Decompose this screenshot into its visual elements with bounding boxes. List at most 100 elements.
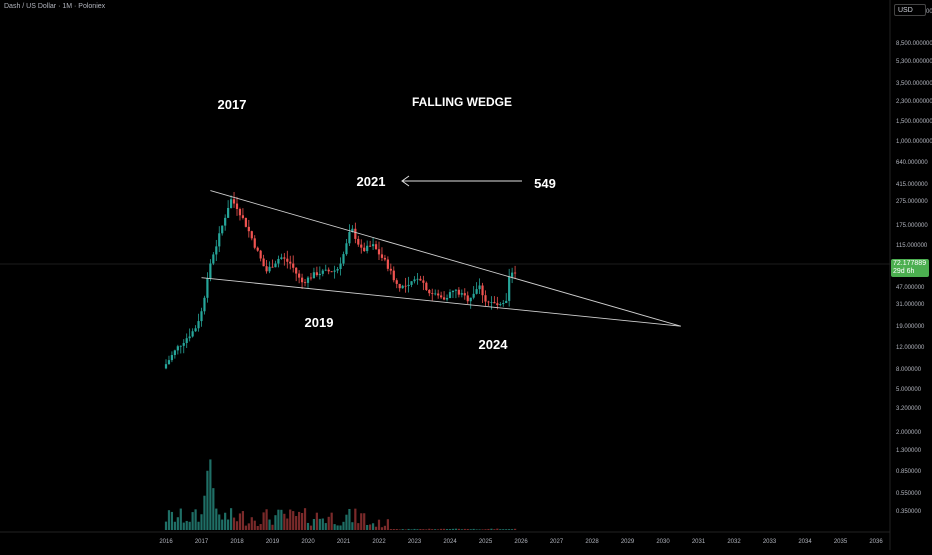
candle-body [306, 277, 310, 283]
volume-bar [339, 525, 342, 530]
volume-bar [401, 529, 404, 530]
volume-bar [224, 512, 227, 530]
candle-body [235, 203, 239, 209]
candle-body [369, 245, 372, 247]
x-tick-label: 2026 [514, 539, 528, 545]
symbol-title: Dash / US Dollar · 1M · Poloniex [4, 3, 106, 10]
volume-bar [478, 529, 481, 530]
volume-bar [298, 511, 301, 530]
volume-bar [437, 529, 440, 530]
volume-bar [203, 495, 206, 530]
candle-body [407, 284, 410, 287]
candle-body [422, 280, 425, 283]
y-tick-label: 2,300.000000 [896, 99, 932, 105]
candle-body [265, 266, 268, 272]
volume-bar [286, 518, 289, 530]
candle-body [280, 257, 283, 259]
volume-bar [227, 519, 230, 530]
candle-body [292, 263, 295, 268]
y-tick-label: 5,300.000000 [896, 59, 932, 65]
candle-body [345, 243, 348, 255]
candle-body [200, 311, 203, 322]
volume-bar [218, 514, 221, 530]
candle-body [179, 345, 182, 347]
candle-body [442, 297, 446, 300]
candle-body [398, 283, 401, 289]
volume-bar [221, 519, 224, 530]
candle-body [185, 338, 188, 344]
volume-bar [463, 528, 466, 530]
candle-body [374, 244, 378, 250]
candle-body [389, 268, 392, 271]
candle-body [380, 254, 384, 258]
volume-bar [354, 508, 357, 530]
volume-bar [407, 528, 410, 530]
volume-bar [386, 519, 389, 530]
volume-bar [277, 509, 280, 530]
volume-bar [395, 529, 398, 530]
candle-body [289, 261, 292, 264]
y-tick-label: 115.000000 [896, 243, 928, 249]
volume-bar [188, 521, 191, 530]
target-arrow-head [401, 175, 410, 187]
volume-bar [300, 513, 304, 530]
candlesticks [164, 192, 517, 370]
volume-bar [212, 488, 215, 530]
candle-body [283, 257, 286, 259]
candle-body [457, 289, 460, 295]
candle-body [321, 270, 324, 274]
y-tick-label: 8,500.000000 [896, 41, 932, 47]
candle-body [164, 364, 168, 369]
candle-body [277, 258, 280, 264]
x-tick-label: 2030 [656, 539, 670, 545]
candle-body [227, 207, 230, 218]
volume-bar [348, 508, 351, 530]
y-tick-label: 0.550000 [896, 491, 922, 497]
candle-body [354, 228, 357, 239]
candle-body [371, 244, 375, 247]
y-tick-label: 12.000000 [896, 345, 925, 351]
volume-bar [499, 529, 502, 530]
y-tick-label: 2.000000 [896, 430, 922, 436]
volume-bar [457, 528, 460, 530]
candle-body [253, 238, 256, 248]
volume-bar [292, 511, 295, 530]
volume-bar [360, 513, 363, 530]
candle-body [363, 247, 366, 252]
volume-bar [295, 516, 298, 530]
volume-bar [371, 523, 375, 530]
candle-body [437, 293, 440, 296]
x-tick-label: 2019 [266, 539, 280, 545]
volume-bar [448, 529, 452, 530]
volume-bar [404, 529, 407, 530]
volume-bar [336, 525, 339, 530]
volume-bar [271, 524, 274, 530]
volume-bar [191, 512, 194, 530]
x-tick-label: 2028 [585, 539, 599, 545]
candle-body [351, 228, 354, 233]
trendline-lower [201, 277, 681, 327]
candle-body [209, 263, 212, 279]
candle-body [312, 272, 316, 279]
volume-bar [351, 522, 354, 530]
candle-body [366, 245, 369, 252]
currency-selector[interactable]: USD [894, 4, 926, 16]
candle-body [324, 269, 327, 271]
candle-body [377, 249, 381, 255]
volume-bar [238, 513, 242, 530]
candle-body [241, 215, 245, 218]
candle-countdown: 29d 6h [893, 268, 915, 275]
candle-body [460, 293, 463, 295]
candle-body [511, 272, 514, 277]
volume-bar [333, 524, 336, 530]
volume-bar [185, 520, 188, 530]
candle-body [173, 350, 176, 356]
candle-body [250, 231, 253, 239]
volume-bar [413, 528, 416, 530]
candle-body [182, 343, 185, 346]
volume-bar [309, 525, 313, 530]
volume-bar [164, 521, 168, 530]
candle-body [268, 266, 271, 272]
